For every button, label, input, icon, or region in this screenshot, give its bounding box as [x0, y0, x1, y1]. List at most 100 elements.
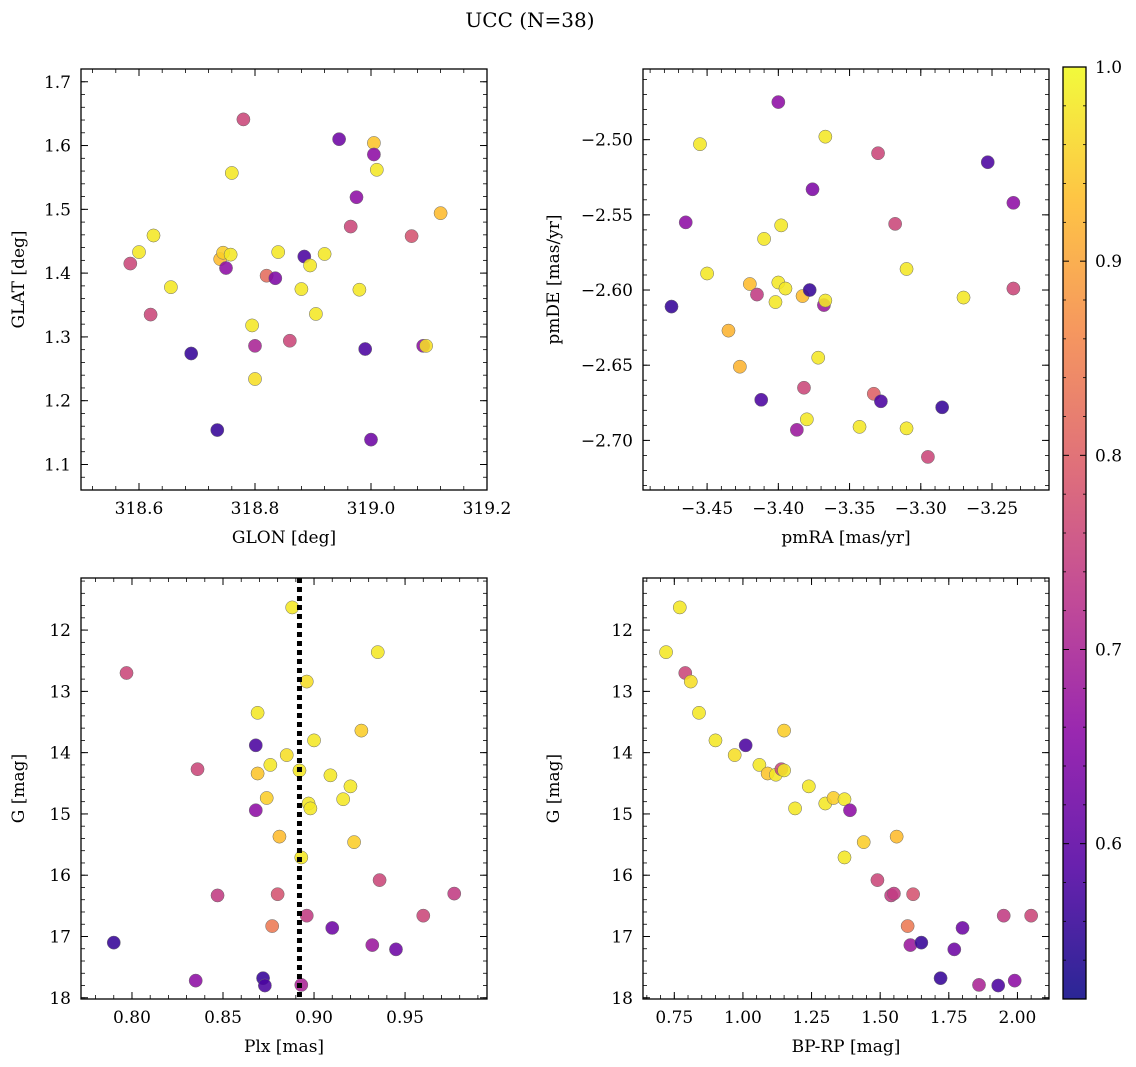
axes-frame — [642, 577, 1050, 1000]
data-point — [947, 942, 962, 957]
data-point — [416, 908, 431, 923]
data-point — [307, 733, 321, 748]
y-tick-label: −2.50 — [581, 131, 633, 151]
data-point — [778, 281, 793, 296]
data-point — [365, 938, 380, 952]
data-point — [991, 978, 1006, 993]
data-point — [801, 779, 816, 794]
data-point — [889, 829, 904, 844]
x-tick-label: 318.6 — [115, 499, 164, 519]
data-point — [190, 762, 205, 777]
x-axis-label: GLON [deg] — [232, 528, 336, 548]
y-tick-label: 15 — [49, 805, 71, 825]
data-point — [146, 228, 161, 243]
y-tick-label: 18 — [49, 989, 71, 1009]
x-tick-label: −3.40 — [752, 499, 804, 519]
data-point — [683, 674, 698, 689]
data-point — [364, 432, 378, 447]
data-point — [132, 245, 146, 259]
data-point — [721, 323, 736, 338]
data-point — [799, 412, 814, 427]
x-axis-label: BP-RP [mag] — [792, 1037, 901, 1057]
data-point — [887, 886, 901, 901]
y-tick-label: 1.2 — [44, 392, 71, 412]
data-point — [325, 921, 340, 935]
data-point — [996, 908, 1011, 923]
y-tick-label: 14 — [611, 744, 633, 764]
data-point — [358, 342, 373, 356]
y-axis-label: pmDE [mas/yr] — [544, 214, 564, 344]
data-point — [248, 338, 262, 353]
y-tick-label: −2.55 — [581, 206, 633, 226]
data-point — [738, 738, 753, 753]
x-tick-label: 0.90 — [295, 1008, 333, 1028]
y-axis-label: G [mag] — [9, 754, 29, 823]
data-point — [777, 723, 791, 738]
data-point — [774, 218, 789, 233]
data-point — [818, 129, 833, 144]
data-point — [752, 758, 767, 772]
data-point — [272, 829, 287, 844]
data-point — [248, 372, 262, 386]
data-point — [263, 758, 278, 772]
x-tick-label: 1.75 — [930, 1008, 968, 1028]
y-tick-label: 1.5 — [44, 200, 71, 220]
data-point — [369, 162, 384, 177]
data-point — [788, 801, 802, 816]
y-tick-label: 1.7 — [44, 73, 71, 93]
x-tick-label: 0.75 — [655, 1008, 693, 1028]
panel-1: 318.6 318.8 319.0 319.2 1.1 1.2 1.3 1.4 1.5 1.6 1.… — [9, 68, 512, 548]
data-point — [900, 919, 915, 933]
data-point — [210, 423, 225, 437]
figure-title: UCC (N=38) — [465, 8, 594, 32]
y-axis-label: GLAT [deg] — [9, 230, 29, 328]
data-point — [219, 261, 233, 275]
x-tick-label: −3.45 — [681, 499, 733, 519]
points-layer — [106, 600, 462, 993]
data-point — [143, 307, 158, 322]
data-point — [700, 266, 714, 281]
panel-4: 0.75 1.00 1.25 1.50 1.75 2.00 12 13 14 15 16 17 18 BP… — [544, 577, 1050, 1057]
data-point — [317, 247, 332, 261]
x-tick-label: 1.25 — [793, 1008, 831, 1028]
x-tick-label: 0.85 — [204, 1008, 242, 1028]
x-tick-label: 319.2 — [463, 499, 512, 519]
x-axis-label: Plx [mas] — [244, 1037, 324, 1057]
data-point — [692, 705, 706, 720]
y-tick-label: 1.3 — [44, 328, 71, 348]
panel-3: 0.80 0.85 0.90 0.95 12 13 14 15 16 17 18 Plx [mas] G… — [9, 577, 488, 1057]
data-point — [349, 190, 364, 205]
data-point — [259, 791, 274, 805]
data-point — [210, 888, 225, 903]
data-point — [874, 394, 888, 409]
data-point — [805, 182, 820, 197]
data-point — [754, 392, 769, 407]
colorbar-gradient — [1063, 67, 1086, 999]
x-tick-label: −3.35 — [824, 499, 876, 519]
data-point — [955, 921, 970, 935]
data-point — [245, 318, 259, 333]
data-point — [250, 766, 265, 781]
data-point — [768, 295, 783, 309]
data-point — [1007, 973, 1022, 988]
data-point — [933, 971, 948, 986]
data-point — [352, 282, 367, 297]
y-tick-label: 12 — [49, 621, 71, 641]
data-point — [1024, 908, 1039, 923]
data-point — [727, 748, 742, 762]
data-point — [303, 258, 317, 273]
data-point — [258, 978, 272, 993]
data-point — [279, 748, 294, 762]
data-point — [888, 217, 902, 231]
data-point — [856, 835, 871, 849]
x-tick-label: 1.50 — [861, 1008, 899, 1028]
data-point — [843, 803, 857, 818]
colorbar-tick-label: 0.7 — [1095, 641, 1122, 661]
data-point — [248, 738, 263, 753]
data-point — [336, 792, 351, 807]
data-point — [389, 942, 403, 957]
y-tick-label: 1.6 — [44, 137, 71, 157]
data-point — [370, 645, 385, 659]
data-point — [419, 338, 433, 353]
x-tick-label: 0.80 — [113, 1008, 151, 1028]
